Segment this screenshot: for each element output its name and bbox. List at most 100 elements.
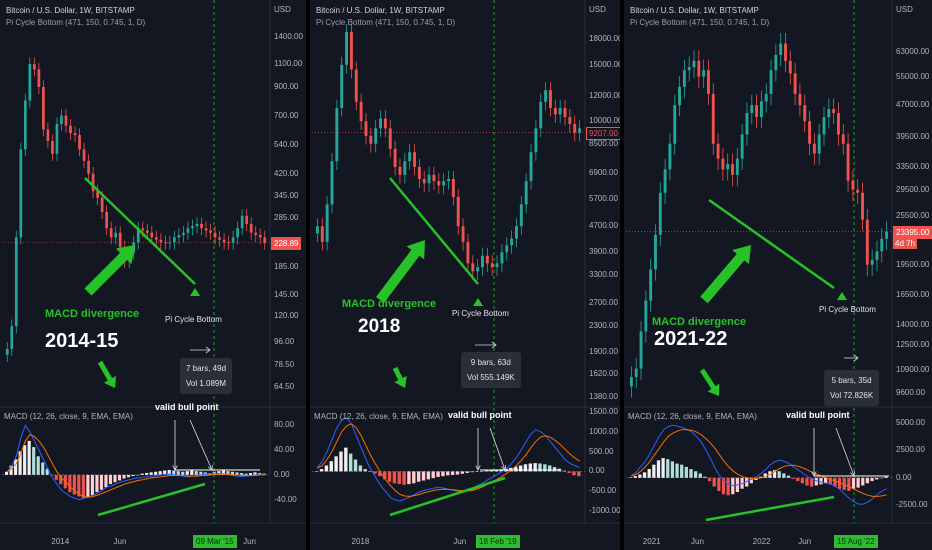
macd-histogram-bar bbox=[324, 465, 329, 472]
pi-cycle-marker-icon bbox=[473, 298, 483, 306]
macd-histogram-bar bbox=[36, 456, 40, 475]
candle-body bbox=[46, 129, 50, 141]
measure-bars-text: 7 bars, 49d bbox=[186, 364, 227, 373]
price-tick-label: 5700.00 bbox=[589, 194, 618, 204]
candle-body bbox=[875, 251, 879, 261]
price-tick-label: 2700.00 bbox=[589, 298, 618, 308]
candle-body bbox=[254, 232, 258, 236]
candle-body bbox=[466, 241, 470, 264]
macd-histogram-bar bbox=[480, 471, 484, 472]
candle-body bbox=[885, 231, 889, 239]
candle-body bbox=[870, 260, 874, 265]
time-tick-label: 2018 bbox=[351, 537, 370, 546]
bull-point-arrowhead bbox=[850, 470, 855, 477]
macd-histogram-bar bbox=[353, 459, 358, 472]
candle-body bbox=[422, 179, 426, 184]
candle-body bbox=[168, 242, 172, 244]
candle-body bbox=[222, 239, 226, 243]
price-tick-label: 29500.00 bbox=[896, 184, 930, 194]
candle-body bbox=[413, 152, 416, 167]
bull-point-arrowhead bbox=[811, 471, 817, 477]
macd-histogram-bar bbox=[698, 473, 702, 478]
macd-histogram-bar bbox=[230, 471, 235, 475]
candle-body bbox=[69, 125, 72, 134]
macd-histogram-bar bbox=[629, 477, 633, 478]
macd-histogram-bar bbox=[884, 476, 888, 478]
time-tick-label: 2022 bbox=[752, 537, 771, 546]
price-tick-label: 9600.00 bbox=[896, 388, 925, 398]
measure-arrow-head bbox=[205, 346, 211, 354]
candle-body bbox=[544, 90, 548, 102]
macd-tick-label: 1500.00 bbox=[589, 406, 618, 416]
time-tick-label: Jun bbox=[691, 537, 704, 546]
candle-body bbox=[114, 232, 118, 238]
candle-body bbox=[354, 69, 358, 102]
candle-body bbox=[822, 117, 826, 135]
valid-bull-point-label: valid bull point bbox=[786, 410, 850, 420]
candle-body bbox=[510, 238, 514, 246]
candle-body bbox=[345, 31, 349, 65]
price-tick-label: 1100.00 bbox=[274, 59, 303, 69]
macd-indicator-label: MACD (12, 26, close, 9, EMA, EMA) bbox=[4, 412, 133, 421]
macd-divergence-line bbox=[389, 476, 506, 517]
price-tick-label: 96.00 bbox=[274, 336, 295, 346]
macd-histogram-bar bbox=[126, 474, 131, 478]
macd-histogram-bar bbox=[72, 474, 76, 495]
price-tick-label: 420.00 bbox=[274, 168, 299, 178]
macd-histogram-bar bbox=[782, 473, 786, 478]
candle-body bbox=[740, 134, 744, 159]
macd-histogram-bar bbox=[163, 470, 167, 475]
candle-body bbox=[779, 43, 783, 55]
candle-body bbox=[519, 204, 523, 227]
candle-body bbox=[654, 234, 657, 270]
time-tick-label: 2021 bbox=[642, 537, 661, 546]
pi-cycle-bottom-label: Pi Cycle Bottom bbox=[452, 309, 509, 318]
macd-histogram-bar bbox=[851, 477, 856, 489]
last-price-countdown: 4d 7h bbox=[893, 237, 918, 249]
macd-histogram-bar bbox=[875, 477, 879, 480]
macd-histogram-bar bbox=[562, 470, 566, 472]
macd-histogram-bar bbox=[689, 469, 693, 478]
macd-histogram-bar bbox=[514, 466, 518, 472]
macd-histogram-bar bbox=[373, 471, 377, 474]
time-tick-label: 2014 bbox=[51, 537, 70, 546]
valid-bull-point-label: valid bull point bbox=[448, 410, 512, 420]
candle-body bbox=[534, 128, 538, 153]
chart-panel-2018[interactable]: 18000.00 15000.00 12000.00 10000.00 8500.00 6… bbox=[310, 0, 620, 550]
candle-body bbox=[427, 174, 431, 184]
macd-histogram-bar bbox=[248, 473, 253, 475]
macd-histogram-bar bbox=[421, 471, 426, 481]
macd-histogram-bar bbox=[475, 471, 479, 472]
price-tick-label: 285.00 bbox=[274, 212, 299, 222]
candle-body bbox=[209, 230, 212, 233]
candle-body bbox=[154, 237, 158, 240]
candle-body bbox=[851, 180, 855, 190]
currency-label: USD bbox=[274, 5, 291, 14]
measure-arrow-head bbox=[491, 341, 497, 349]
signal-line bbox=[7, 434, 265, 498]
price-tick-label: 1900.00 bbox=[589, 347, 618, 357]
macd-histogram-bar bbox=[847, 477, 851, 491]
candle-body bbox=[182, 232, 185, 236]
candle-body bbox=[218, 237, 221, 240]
macd-histogram-bar bbox=[113, 474, 117, 483]
indicator-label: Pi Cycle Bottom (471, 150, 0.745, 1, D) bbox=[316, 18, 456, 27]
macd-histogram-bar bbox=[861, 477, 865, 486]
macd-histogram-bar bbox=[446, 471, 450, 476]
chart-title: Bitcoin / U.S. Dollar, 1W, BITSTAMP bbox=[630, 6, 759, 15]
macd-histogram-bar bbox=[339, 451, 343, 472]
macd-histogram-bar bbox=[18, 451, 22, 475]
macd-histogram-bar bbox=[59, 474, 63, 485]
chart-panel-2021-22[interactable]: 63000.00 55000.00 47000.00 39500.00 33500.00… bbox=[624, 0, 932, 550]
chart-title: Bitcoin / U.S. Dollar, 1W, BITSTAMP bbox=[6, 6, 135, 15]
chart-panel-2014-15[interactable]: 1400.00 1100.00 900.00 700.00 540.00 420.00 34… bbox=[0, 0, 306, 550]
candle-body bbox=[227, 242, 230, 244]
macd-histogram-bar bbox=[731, 477, 735, 495]
price-tick-label: 16500.00 bbox=[896, 290, 930, 300]
macd-histogram-bar bbox=[694, 471, 698, 478]
macd-histogram-bar bbox=[833, 477, 837, 487]
cursor-date-tag: 15 Aug '22 bbox=[834, 535, 878, 548]
macd-divergence-title: MACD divergence bbox=[45, 308, 140, 320]
macd-histogram-bar bbox=[824, 477, 828, 484]
macd-line bbox=[6, 424, 265, 501]
